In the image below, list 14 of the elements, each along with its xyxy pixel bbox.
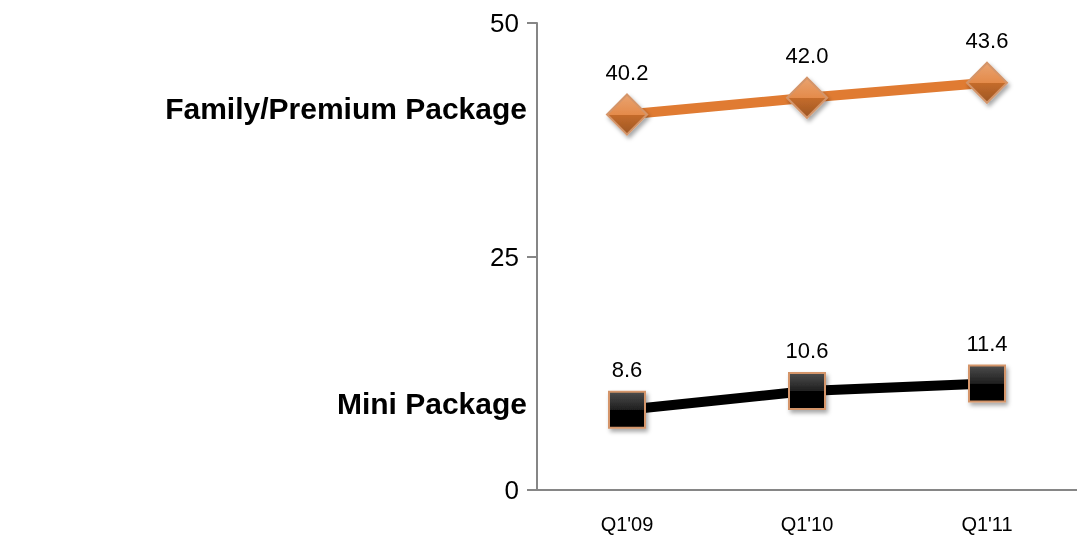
data-label: 10.6 [785,338,829,364]
data-label: 11.4 [966,331,1008,357]
data-label: 40.2 [605,60,649,86]
x-tick-label: Q1'09 [600,513,654,535]
x-tick-label: Q1'10 [780,513,834,535]
y-tick-label: 25 [490,241,519,272]
text: Family/Premium Package [165,92,527,126]
text: Mini Package [336,387,527,421]
x-tick-label: Q1'11 [961,513,1013,535]
data-label: 42.0 [785,43,829,69]
data-label: 8.6 [611,357,643,383]
data-label: 43.6 [965,28,1009,54]
y-tick-label: 0 [504,475,519,505]
y-tick-label: 50 [490,8,519,38]
